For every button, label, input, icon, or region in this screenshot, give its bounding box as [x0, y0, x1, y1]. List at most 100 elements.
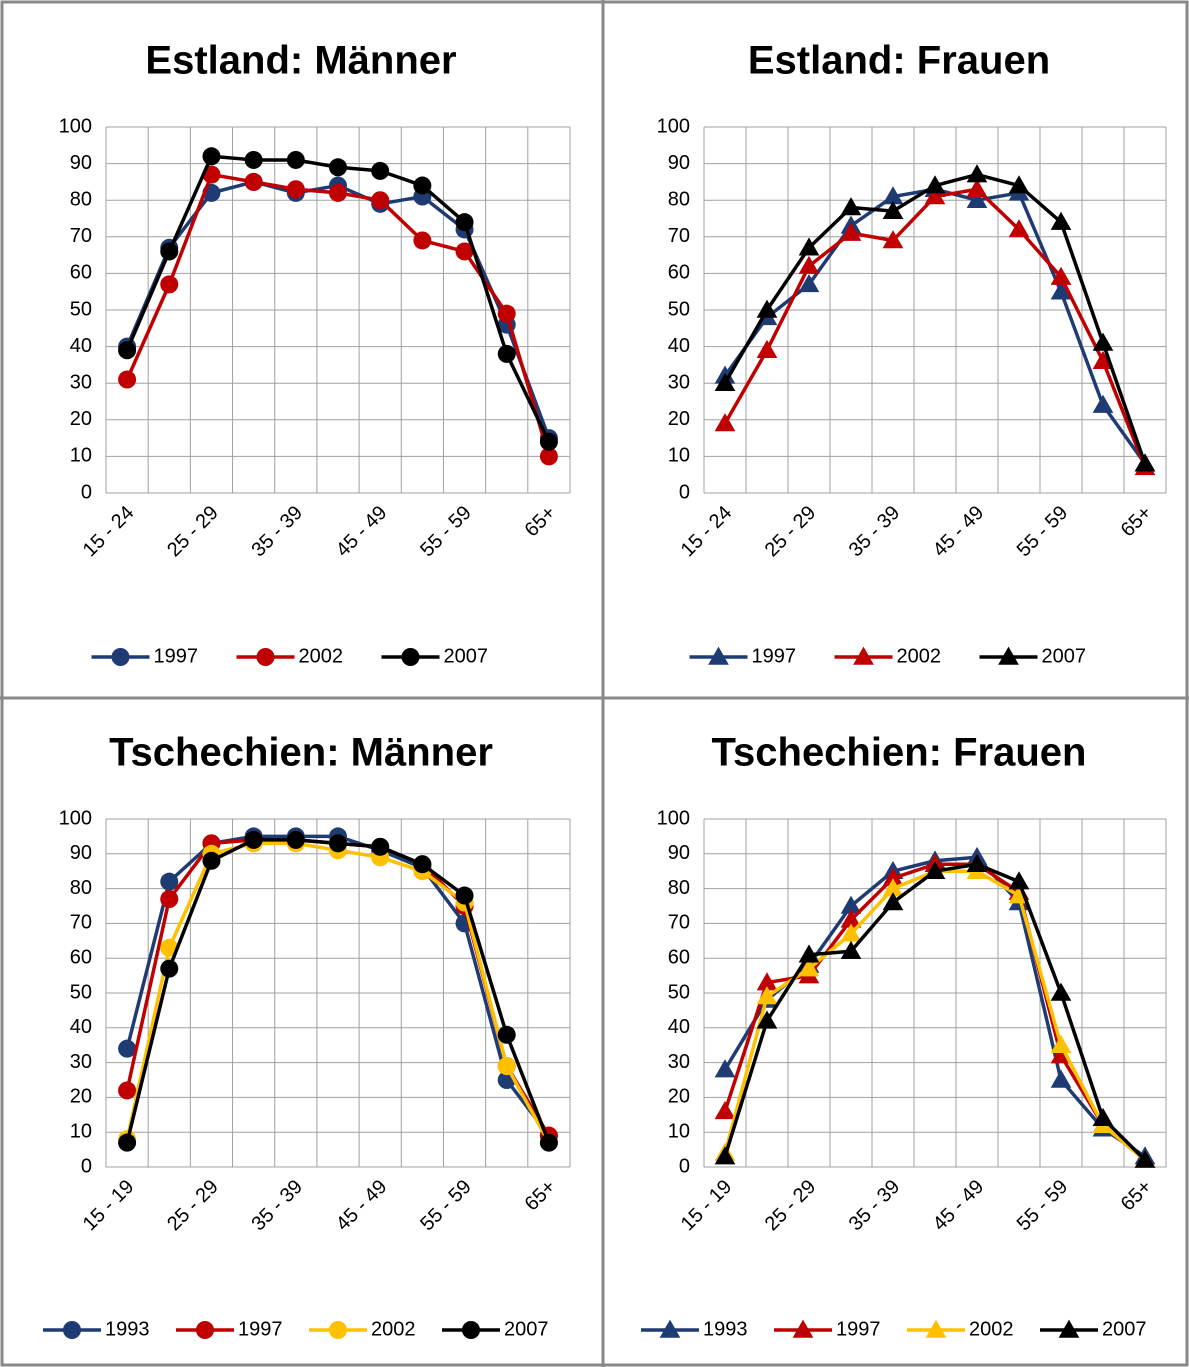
legend-label: 1997: [836, 1318, 881, 1340]
chart-title: Tschechien: Frauen: [712, 731, 1087, 775]
y-tick-label: 0: [679, 481, 690, 503]
data-point: [118, 1039, 137, 1058]
data-point: [966, 853, 988, 873]
legend-marker: [925, 1319, 947, 1338]
chart-title: Estland: Frauen: [748, 39, 1050, 83]
y-tick-label: 40: [70, 335, 92, 357]
data-point: [882, 892, 904, 911]
y-tick-label: 90: [70, 152, 92, 174]
legend-marker: [853, 646, 874, 665]
legend-marker: [659, 1319, 681, 1338]
data-point: [756, 972, 778, 991]
data-point: [840, 895, 862, 914]
x-tick-label: 65+: [521, 1176, 561, 1216]
data-point: [1134, 1149, 1156, 1168]
data-point: [413, 231, 432, 250]
y-tick-label: 40: [70, 1016, 92, 1038]
data-point: [497, 304, 516, 323]
x-tick-label: 55 - 59: [1013, 502, 1073, 562]
data-point: [840, 909, 862, 928]
data-point: [882, 186, 904, 205]
legend-label: 2007: [504, 1318, 549, 1340]
data-point: [924, 175, 946, 194]
legend-label: 1993: [105, 1318, 150, 1340]
y-tick-label: 40: [668, 1016, 690, 1038]
data-point: [882, 878, 904, 897]
y-tick-label: 80: [70, 877, 92, 899]
data-point: [1050, 266, 1072, 285]
y-tick-label: 90: [668, 842, 690, 864]
legend-marker: [708, 646, 729, 665]
x-tick-label: 15 - 19: [677, 1176, 737, 1236]
data-point: [1092, 350, 1114, 370]
legend-marker: [1058, 1319, 1080, 1338]
x-tick-label: 25 - 29: [761, 1176, 821, 1236]
legend-label: 1997: [752, 645, 797, 667]
y-tick-label: 20: [668, 1086, 690, 1108]
legend-label: 2002: [371, 1318, 416, 1340]
y-tick-label: 50: [668, 298, 690, 320]
data-point: [497, 1025, 516, 1044]
data-point: [371, 191, 390, 210]
data-point: [1008, 175, 1030, 194]
y-tick-label: 100: [657, 115, 690, 137]
y-tick-label: 60: [70, 262, 92, 284]
x-tick-label: 55 - 59: [416, 1176, 476, 1236]
legend-label: 2007: [1102, 1318, 1147, 1340]
data-point: [329, 183, 347, 202]
data-point: [160, 938, 179, 957]
data-point: [798, 255, 820, 274]
legend-marker: [998, 646, 1019, 665]
legend-label: 2007: [444, 645, 489, 667]
legend-marker: [111, 648, 130, 666]
data-point: [798, 274, 820, 293]
data-point: [286, 150, 305, 169]
data-point: [882, 230, 904, 249]
legend-label: 1997: [238, 1318, 283, 1340]
data-point: [1050, 211, 1072, 230]
y-tick-label: 30: [70, 371, 92, 393]
x-tick-label: 45 - 49: [332, 1176, 392, 1236]
x-tick-label: 65+: [521, 502, 561, 542]
chart-title: Tschechien: Männer: [109, 731, 493, 775]
y-tick-label: 70: [70, 225, 92, 247]
y-tick-label: 0: [81, 1155, 92, 1177]
data-point: [497, 344, 516, 363]
legend-marker: [63, 1321, 81, 1339]
y-tick-label: 20: [668, 408, 690, 430]
legend-marker: [196, 1321, 214, 1339]
x-tick-label: 45 - 49: [929, 502, 989, 562]
x-tick-label: 35 - 39: [248, 1176, 308, 1236]
y-tick-label: 90: [668, 152, 690, 174]
data-point: [714, 413, 736, 432]
data-point: [882, 200, 904, 219]
y-tick-label: 20: [70, 1086, 92, 1108]
y-tick-label: 10: [70, 1120, 92, 1142]
data-point: [1092, 1107, 1114, 1127]
data-point: [840, 923, 862, 942]
data-point: [371, 161, 390, 180]
data-point: [329, 834, 347, 853]
data-point: [966, 189, 988, 208]
legend-marker: [329, 1321, 347, 1339]
x-tick-label: 35 - 39: [248, 502, 308, 562]
data-point: [1008, 219, 1030, 238]
data-point: [1050, 1069, 1072, 1088]
data-point: [924, 860, 946, 879]
data-point: [840, 197, 862, 216]
data-point: [840, 222, 862, 241]
y-tick-label: 100: [657, 807, 690, 829]
data-point: [160, 242, 179, 261]
data-point: [539, 1133, 558, 1152]
data-point: [413, 855, 432, 874]
y-tick-label: 60: [668, 946, 690, 968]
y-tick-label: 50: [70, 298, 92, 320]
data-point: [1050, 982, 1072, 1001]
y-tick-label: 0: [81, 481, 92, 503]
legend-label: 2007: [1042, 645, 1087, 667]
x-tick-label: 55 - 59: [1013, 1176, 1073, 1236]
data-point: [1134, 453, 1156, 472]
y-tick-label: 10: [70, 445, 92, 467]
